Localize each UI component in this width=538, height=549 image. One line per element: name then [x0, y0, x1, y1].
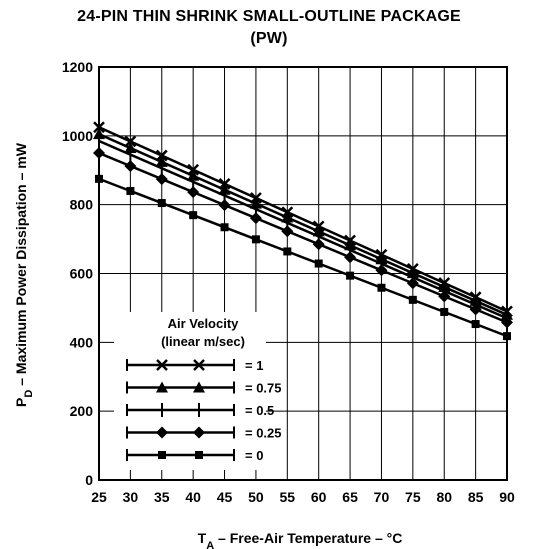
- marker-diamond: [193, 426, 205, 439]
- series-diamond: [93, 147, 513, 329]
- marker-diamond: [187, 186, 200, 199]
- marker-diamond: [124, 160, 137, 173]
- axis-label-subscript: A: [206, 540, 214, 549]
- marker-square: [158, 451, 166, 459]
- legend-item: = 0.5: [126, 403, 274, 418]
- y-tick-label: 0: [85, 472, 93, 488]
- marker-x-stroke: [124, 135, 137, 148]
- marker-square: [220, 223, 229, 232]
- series-line: [98, 132, 508, 316]
- x-tick-label: 55: [280, 489, 296, 505]
- axis-label-main: T: [198, 530, 207, 546]
- x-tick-label: 40: [185, 489, 201, 505]
- marker-square: [251, 235, 260, 244]
- marker-x: [155, 149, 168, 162]
- marker-square: [440, 307, 449, 316]
- x-axis-label: TA – Free-Air Temperature – °C: [198, 530, 403, 549]
- legend-item: = 0.75: [126, 381, 282, 396]
- series-line: [98, 151, 508, 324]
- marker-x-stroke: [155, 149, 168, 162]
- marker-diamond: [438, 290, 451, 303]
- y-tick-label: 1000: [62, 128, 93, 144]
- legend: Air Velocity (linear m/sec)= 1 = 0.75 = 0.5…: [126, 316, 282, 463]
- y-tick-label: 800: [70, 197, 94, 213]
- legend-title-line-1: Air Velocity: [168, 316, 240, 331]
- axes: [98, 66, 508, 481]
- marker-square: [283, 247, 292, 256]
- marker-diamond: [469, 303, 482, 316]
- x-tick-label: 50: [248, 489, 264, 505]
- marker-triangle: [193, 381, 205, 393]
- marker-x: [124, 135, 137, 148]
- legend-label: = 0: [245, 448, 263, 463]
- x-tick-label: 60: [311, 489, 327, 505]
- x-tick-label: 85: [468, 489, 484, 505]
- marker-diamond: [155, 173, 168, 186]
- x-tick-label: 25: [91, 489, 107, 505]
- legend-item: = 0: [126, 448, 263, 463]
- axis-label-rest: – Free-Air Temperature – °C: [214, 530, 402, 546]
- marker-diamond: [249, 212, 262, 225]
- marker-square: [314, 259, 323, 268]
- y-tick-label: 400: [70, 334, 94, 350]
- marker-square: [126, 186, 135, 195]
- y-tick-label: 600: [70, 266, 94, 282]
- axis-label-subscript: D: [23, 390, 35, 398]
- marker-x: [193, 359, 205, 371]
- marker-triangle: [156, 381, 168, 393]
- series-line: [98, 126, 508, 313]
- marker-diamond: [312, 238, 325, 251]
- x-tick-label: 65: [342, 489, 358, 505]
- x-tick-label: 30: [123, 489, 139, 505]
- legend-title-line-2: (linear m/sec): [161, 334, 245, 349]
- series-line: [98, 139, 508, 320]
- marker-x-stroke: [156, 359, 168, 371]
- axis-label-rest: – Maximum Power Dissipation – mW: [13, 142, 29, 389]
- marker-diamond: [281, 225, 294, 238]
- chart-title-line-1: 24-PIN THIN SHRINK SMALL-OUTLINE PACKAGE: [77, 8, 461, 25]
- x-tick-label: 45: [217, 489, 233, 505]
- marker-square: [157, 199, 166, 208]
- plot-frame: [98, 66, 508, 481]
- series-group: [93, 121, 513, 341]
- marker-diamond: [344, 251, 357, 264]
- x-tick-label: 80: [436, 489, 452, 505]
- marker-square: [189, 211, 198, 220]
- tick-labels: 25 30 35 40 45 50 55 60 65 70 75 80 85 90 0 200 400 600 80…: [62, 59, 515, 505]
- marker-triangle: [124, 142, 137, 154]
- marker-square: [377, 283, 386, 292]
- marker-diamond: [156, 426, 168, 439]
- marker-x: [156, 359, 168, 371]
- marker-diamond: [218, 199, 231, 212]
- legend-item: = 1: [126, 358, 263, 373]
- legend-label: = 0.25: [245, 426, 282, 441]
- x-tick-label: 75: [405, 489, 421, 505]
- axis-label-main: P: [13, 398, 29, 407]
- y-tick-label: 200: [70, 403, 94, 419]
- marker-square: [346, 271, 355, 280]
- marker-diamond: [406, 277, 419, 290]
- series-x: [93, 121, 513, 318]
- legend-label: = 0.75: [245, 381, 282, 396]
- marker-square: [408, 295, 417, 304]
- y-tick-label: 1200: [62, 59, 93, 75]
- marker-x-stroke: [193, 359, 205, 371]
- x-tick-label: 90: [499, 489, 515, 505]
- series-triangle: [93, 128, 513, 320]
- series-line: [98, 177, 508, 338]
- y-axis-label: PD – Maximum Power Dissipation – mW: [13, 142, 35, 407]
- marker-square: [471, 320, 480, 329]
- x-tick-label: 70: [374, 489, 390, 505]
- x-tick-label: 35: [154, 489, 170, 505]
- marker-diamond: [375, 264, 388, 277]
- legend-label: = 0.5: [245, 403, 274, 418]
- legend-label: = 1: [245, 358, 263, 373]
- legend-item: = 0.25: [126, 426, 282, 441]
- marker-square: [195, 451, 203, 459]
- chart-title-line-2: (PW): [250, 30, 288, 47]
- legend-background: [114, 312, 266, 470]
